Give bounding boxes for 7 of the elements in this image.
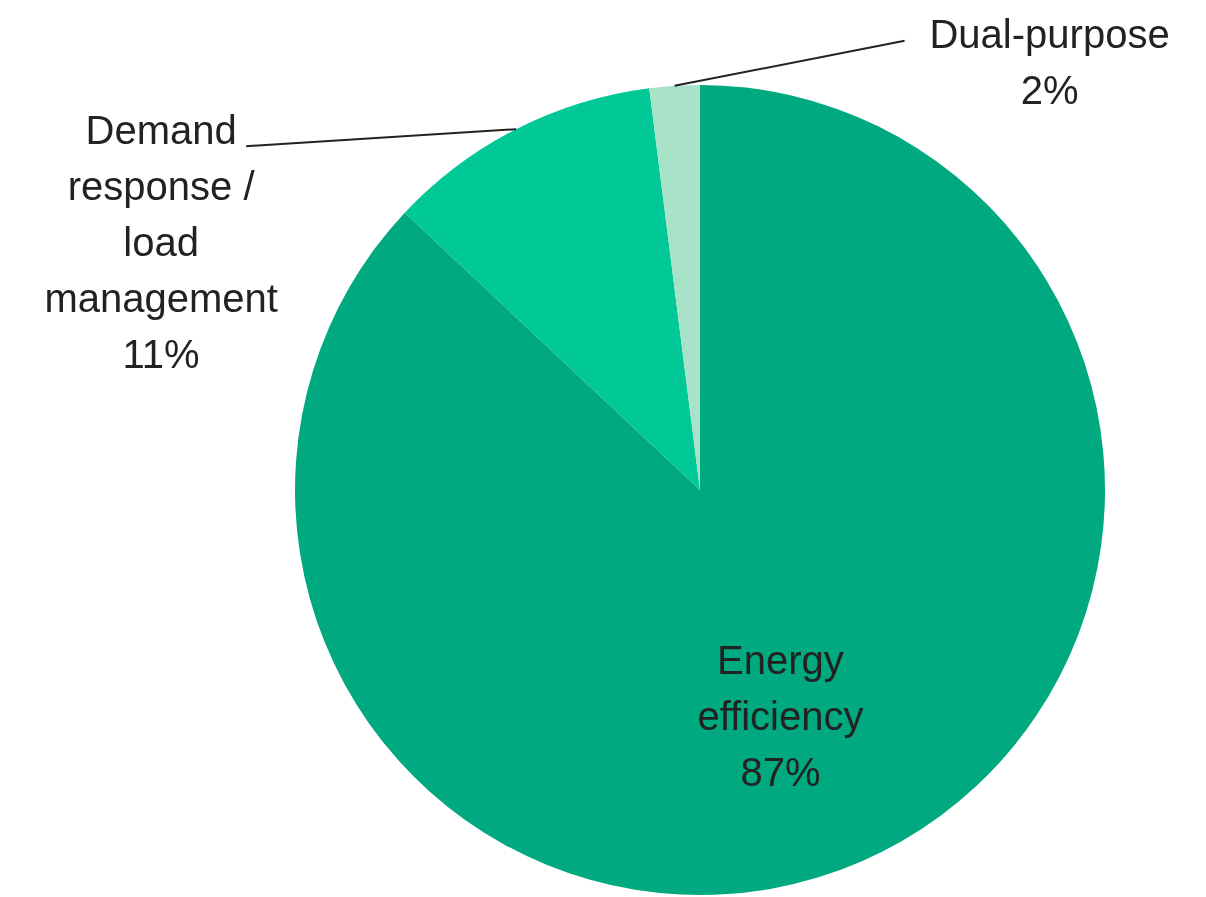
data-label: 11% [122, 332, 200, 377]
slice-label: Dual-purpose [929, 11, 1170, 56]
pie-slice [404, 88, 700, 490]
slice-label: Demand response / load management [44, 108, 278, 321]
data-label: 2% [1020, 67, 1079, 112]
data-label: 87% [740, 749, 821, 794]
slice-label: Energy efficiency [697, 637, 864, 738]
